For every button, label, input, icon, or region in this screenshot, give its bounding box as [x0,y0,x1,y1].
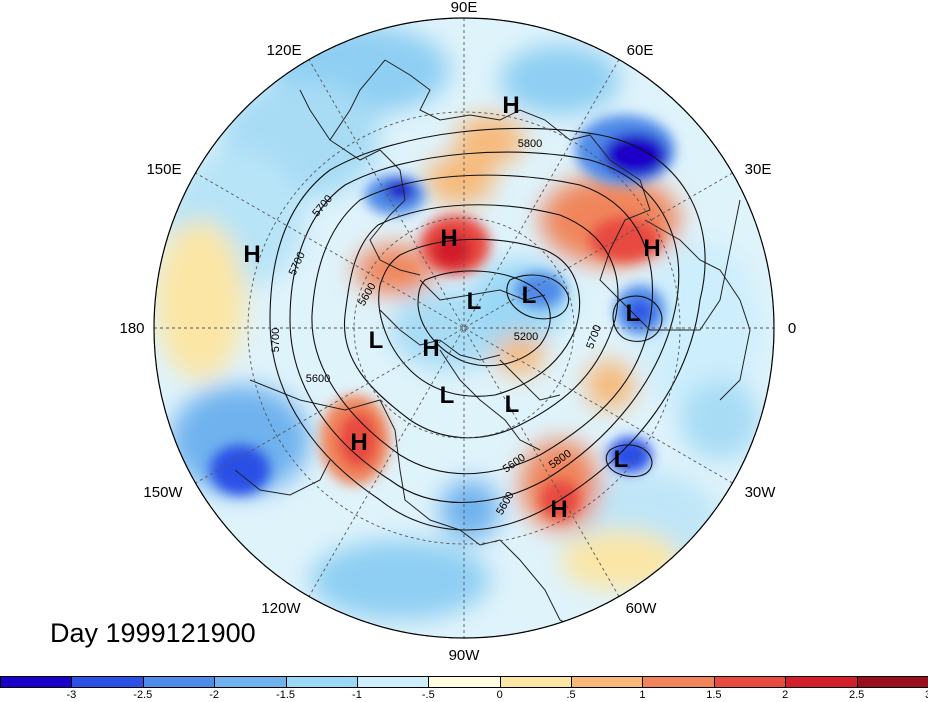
pressure-centers: H H H H H H H L L L L L L L L [243,92,660,523]
colorbar-tick-label: 1 [639,689,646,701]
low-marker: L [440,382,455,409]
lon-label-90e: 90E [451,0,478,16]
contour-label: 5600 [306,373,330,385]
colorbar-tick-label: -1 [352,689,362,701]
high-marker: H [440,225,457,252]
colorbar-swatch [285,676,358,688]
lon-label-30w: 30W [745,484,777,501]
high-marker: H [422,335,439,362]
longitude-labels: 90E 60E 30E 0 30W 60W 90W 120W 150W 180 … [119,0,796,664]
low-marker: L [522,282,537,309]
colorbar-swatch [499,676,573,688]
colorbar-tick-label: .5 [566,689,576,701]
colorbar-swatch [571,676,644,688]
colorbar-tick-label: -2.5 [133,689,153,701]
high-marker: H [502,92,519,119]
colorbar-tick-label: -3 [66,689,77,701]
lon-label-90w: 90W [449,647,481,664]
colorbar-tick-label: 3 [925,689,928,701]
colorbar-tick-label: 2 [782,689,789,701]
colorbar-swatch [713,676,787,688]
colorbar-swatch [642,676,715,688]
high-marker: H [350,429,367,456]
colorbar-tick-label: 2.5 [848,689,865,701]
colorbar-swatch [0,676,73,688]
lon-label-120e: 120E [266,42,301,59]
low-marker: L [369,327,384,354]
low-marker: L [614,446,629,473]
colorbar-tick-label: 0 [496,689,503,701]
polar-stereographic-map: 90E 60E 30E 0 30W 60W 90W 120W 150W 180 … [119,0,796,664]
colorbar-swatch [428,676,501,688]
lon-label-150e: 150E [146,161,181,178]
map-title: Day 1999121900 [50,618,256,648]
lon-label-120w: 120W [261,600,301,617]
contour-label: 5800 [518,138,542,150]
colorbar-tick-label: -1.5 [276,689,296,701]
colorbar-tick-label: -.5 [421,689,435,701]
lon-label-0: 0 [788,320,796,337]
high-marker: H [550,496,567,523]
latitude-circle-60 [247,111,681,545]
high-marker: H [643,235,660,262]
contour-label: 5200 [514,331,538,343]
contour-label: 5700 [270,328,282,352]
colorbar-swatch [785,676,858,688]
lon-label-180: 180 [119,320,144,337]
lon-label-60w: 60W [626,600,658,617]
low-marker: L [505,391,520,418]
colorbar-swatch [142,676,216,688]
colorbar-tick-label: 1.5 [706,689,722,701]
colorbar-tick-label: -2 [209,689,220,701]
colorbar-swatch [71,676,144,688]
low-marker: L [626,300,641,327]
coastlines [234,59,751,638]
low-marker: L [467,288,482,315]
height-contours [269,127,706,531]
lon-label-150w: 150W [143,484,183,501]
colorbar-swatch [356,676,430,688]
lon-label-30e: 30E [745,161,772,178]
lon-label-60e: 60E [627,42,654,59]
high-marker: H [243,241,260,268]
colorbar: -3 -2.5 -2 -1.5 -1 -.5 0 .5 1 1.5 2 2.5 3 [0,676,928,702]
colorbar-swatch [214,676,287,688]
colorbar-swatch [856,676,928,688]
map-boundary [153,17,775,639]
